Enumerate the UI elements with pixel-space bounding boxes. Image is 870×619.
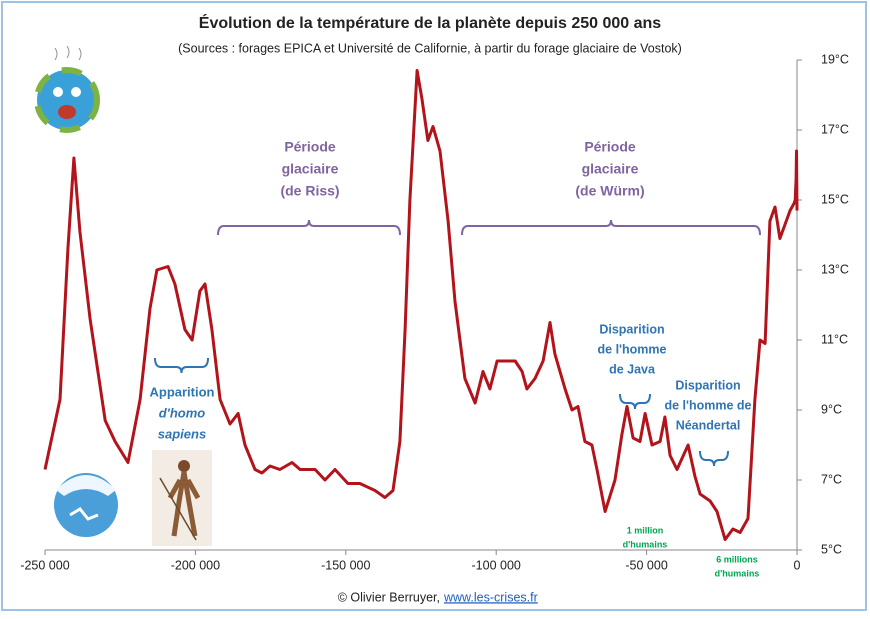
annotation-text: de Java xyxy=(609,362,656,376)
annotation-text: Néandertal xyxy=(676,418,741,432)
annotation-text: sapiens xyxy=(158,426,206,441)
x-tick-label: -50 000 xyxy=(625,558,667,572)
annotation-text: d'homo xyxy=(159,405,205,420)
annotation-text: de l'homme de xyxy=(664,398,751,412)
x-tick-label: -150 000 xyxy=(321,558,370,572)
chart-subtitle: (Sources : forages EPICA et Université d… xyxy=(178,41,682,55)
credit-link[interactable]: www.les-crises.fr xyxy=(443,590,538,604)
cold-earth-icon xyxy=(54,473,118,537)
chart-title: Évolution de la température de la planèt… xyxy=(199,13,661,32)
homo-sapiens-image xyxy=(152,450,212,546)
annotation-text: de l'homme xyxy=(598,342,667,356)
annotation-text: (de Riss) xyxy=(280,183,339,199)
y-tick-label: 5°C xyxy=(821,542,842,556)
annotation-text: 6 millions xyxy=(716,554,758,564)
x-tick-label: -100 000 xyxy=(472,558,521,572)
x-tick-label: 0 xyxy=(794,558,801,572)
y-tick-label: 11°C xyxy=(821,332,848,346)
y-tick-label: 7°C xyxy=(821,472,842,486)
y-tick-label: 17°C xyxy=(821,122,849,136)
annotation-text: Disparition xyxy=(675,378,740,392)
frame xyxy=(2,2,866,610)
x-tick-label: -200 000 xyxy=(171,558,220,572)
annotation-text: Disparition xyxy=(599,322,664,336)
y-tick-label: 19°C xyxy=(821,52,849,66)
annotation-text: Période xyxy=(584,139,636,155)
y-tick-label: 13°C xyxy=(821,262,849,276)
y-tick-label: 9°C xyxy=(821,402,842,416)
annotation-text: Période xyxy=(284,139,336,155)
annotation-text: d'humains xyxy=(715,568,760,578)
annotation-text: d'humains xyxy=(623,539,668,549)
x-tick-label: -250 000 xyxy=(20,558,69,572)
annotation-text: (de Würm) xyxy=(575,183,644,199)
y-tick-label: 15°C xyxy=(821,192,849,206)
annotation-text: glaciaire xyxy=(282,161,339,177)
chart: Évolution de la température de la planèt… xyxy=(0,0,870,614)
annotation-text: glaciaire xyxy=(582,161,639,177)
annotation-text: 1 million xyxy=(627,525,664,535)
credit: © Olivier Berruyer, xyxy=(338,590,440,604)
annotation-text: Apparition xyxy=(150,384,215,399)
